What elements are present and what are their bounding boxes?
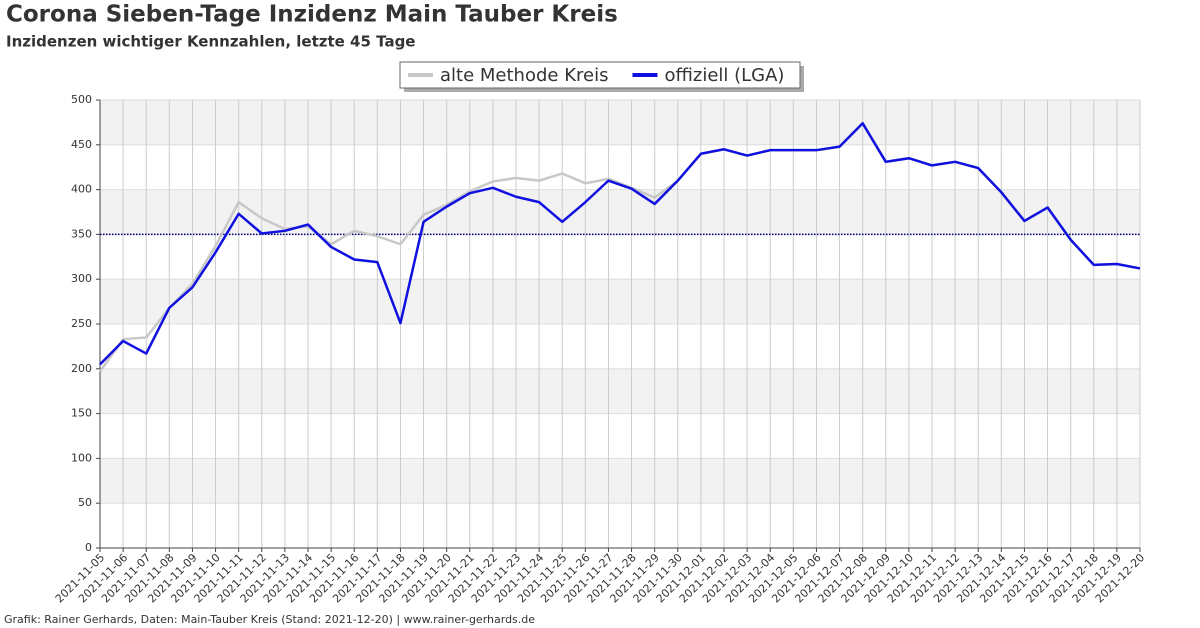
grid-band [100, 100, 1140, 145]
y-tick-label: 400 [71, 183, 92, 196]
y-tick-label: 200 [71, 362, 92, 375]
chart-subtitle: Inzidenzen wichtiger Kennzahlen, letzte … [6, 33, 415, 51]
legend-label: offiziell (LGA) [664, 65, 784, 86]
chart-title: Corona Sieben-Tage Inzidenz Main Tauber … [6, 2, 618, 28]
legend-box [399, 61, 801, 89]
y-tick-label: 350 [71, 227, 92, 240]
footer: Grafik: Rainer Gerhards, Daten: Main-Tau… [4, 613, 535, 626]
y-tick-label: 500 [71, 93, 92, 106]
y-tick-label: 250 [71, 317, 92, 330]
grid-band [100, 189, 1140, 235]
series-line [98, 122, 1141, 373]
grid-band [100, 458, 1140, 504]
legend-label: alte Methode Kreis [440, 65, 608, 86]
grid-band [100, 368, 1140, 414]
legend: alte Methode Kreis offiziell (LGA) [399, 61, 804, 92]
y-tick-label: 300 [71, 272, 92, 285]
grid-band [100, 279, 1140, 324]
y-tick-label: 150 [71, 407, 92, 420]
y-tick-label: 100 [71, 451, 92, 464]
y-tick-label: 0 [85, 541, 92, 554]
y-tick-label: 450 [71, 138, 92, 151]
series-line [99, 122, 1141, 366]
y-tick-label: 50 [78, 496, 92, 509]
